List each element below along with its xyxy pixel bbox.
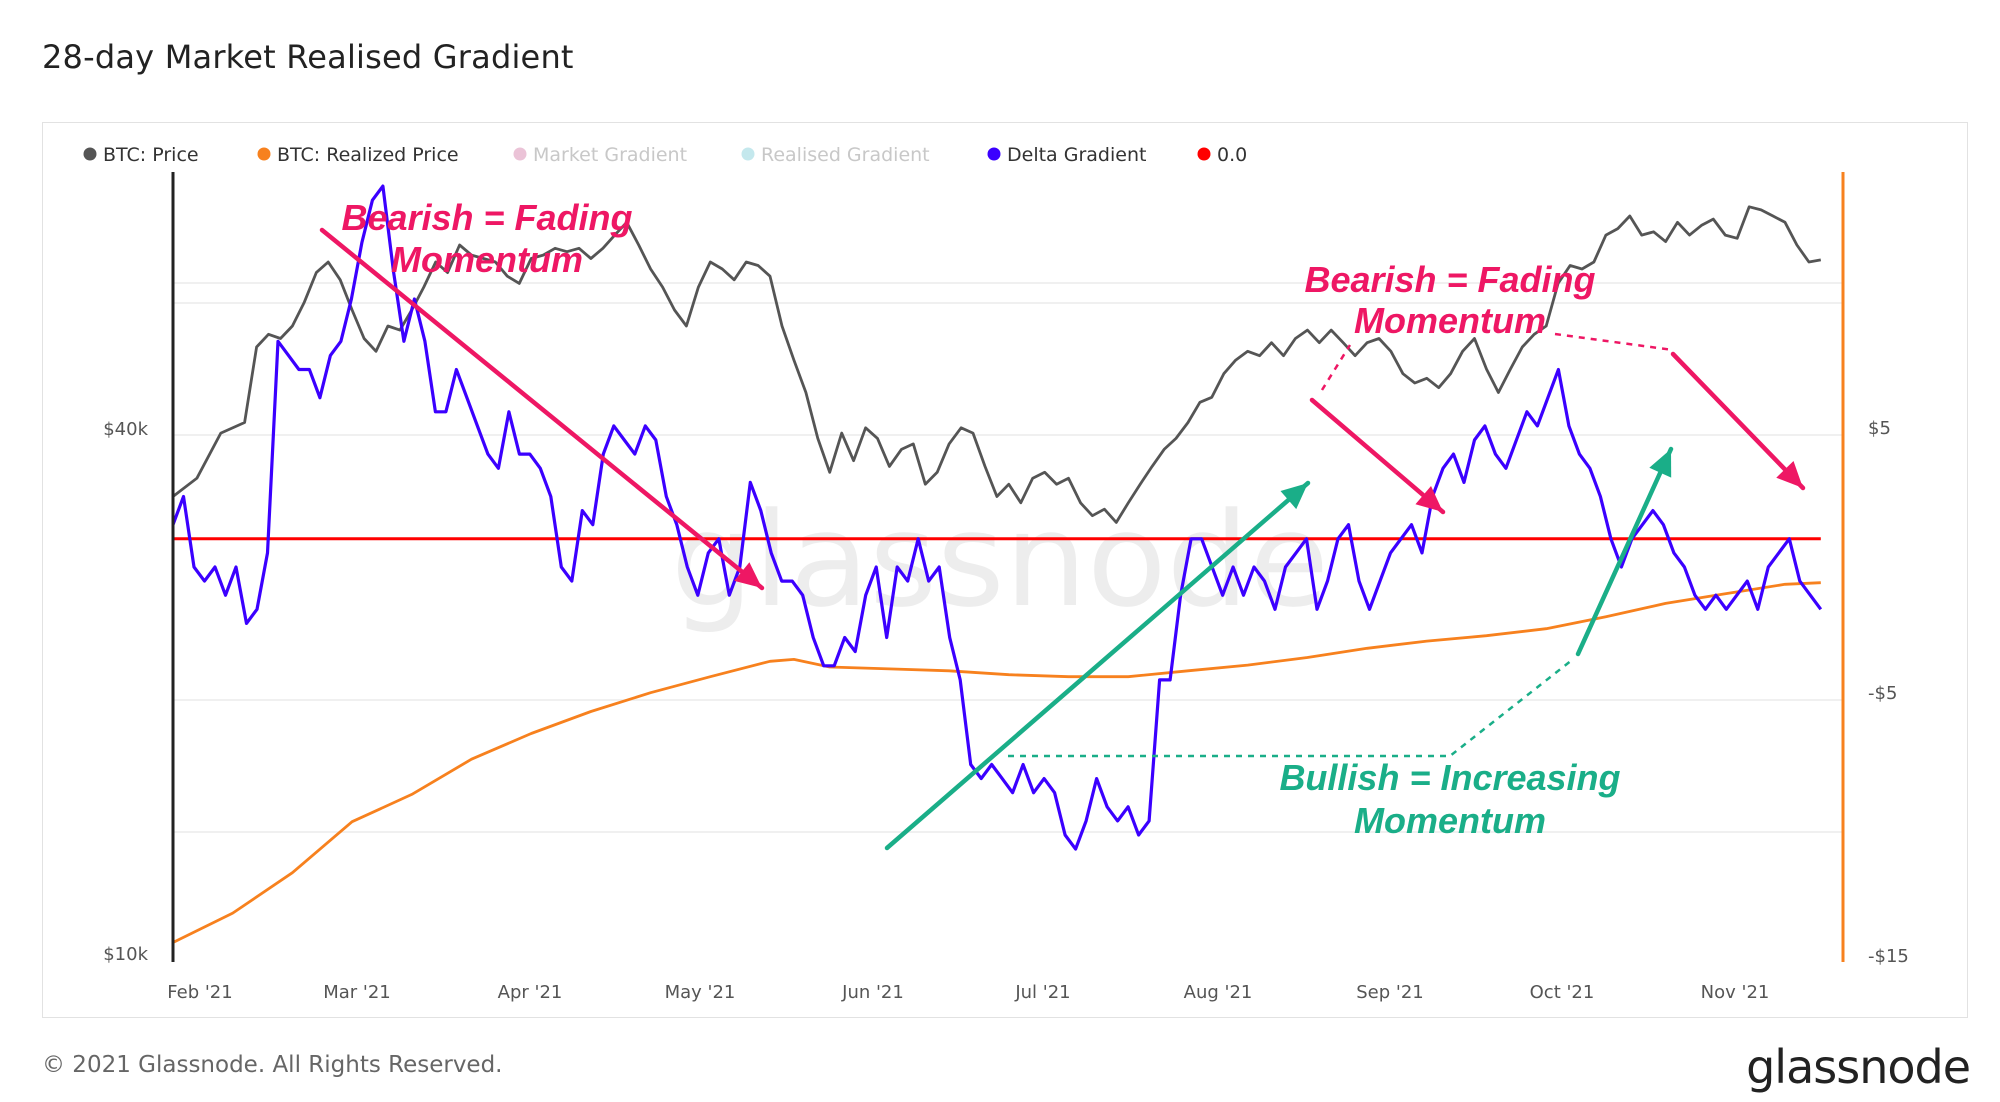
annotation-sublabel-1: Momentum [1354, 300, 1546, 341]
legend-label-4: Delta Gradient [1007, 144, 1146, 166]
y-left-tick-label-1: $10k [103, 944, 148, 965]
y-right-tick-label-1: -$5 [1868, 683, 1897, 704]
series-line-btc-realized-price [172, 581, 1821, 944]
legend-label-5: 0.0 [1217, 144, 1247, 166]
legend-marker-3 [741, 147, 755, 161]
x-tick-label-7: Sep '21 [1356, 982, 1424, 1003]
bearish-arrow-2 [1309, 397, 1446, 515]
annotation-label-1: Bearish = Fading [1304, 259, 1595, 300]
bearish-arrow-3-head [1776, 460, 1803, 488]
legend-marker-2 [513, 147, 527, 161]
series-line-delta-gradient [171, 184, 1823, 851]
bullish-arrow-1 [884, 480, 1311, 851]
legend-label-3: Realised Gradient [761, 144, 930, 166]
bearish-arrow-2-head [1415, 485, 1443, 512]
x-tick-label-5: Jul '21 [1014, 982, 1070, 1003]
chart-axes: Feb '21 Mar '21 Apr '21 May '21 Jun '21 Jul '… [103, 172, 1909, 1003]
x-tick-label-6: Aug '21 [1184, 982, 1253, 1003]
legend-marker-4 [987, 147, 1001, 161]
copyright: © 2021 Glassnode. All Rights Reserved. [42, 1052, 503, 1078]
legend-marker-0 [83, 147, 97, 161]
y-left-tick-label-0: $40k [103, 419, 148, 440]
legend-marker-5 [1197, 147, 1211, 161]
annotation-label-2: Bullish = Increasing [1279, 757, 1620, 798]
bearish-arrow-3 [1670, 351, 1806, 491]
bearish-dashed-connector-2 [1554, 332, 1674, 352]
series-line-btc-price [172, 205, 1822, 524]
x-tick-label-1: Mar '21 [323, 982, 391, 1003]
bullish-arrow-2-head [1649, 449, 1672, 478]
page-title: 28-day Market Realised Gradient [42, 38, 574, 76]
x-tick-label-9: Nov '21 [1701, 982, 1770, 1003]
x-tick-label-8: Oct '21 [1530, 982, 1595, 1003]
annotation-sublabel-2: Momentum [1354, 800, 1546, 841]
legend-label-0: BTC: Price [103, 144, 199, 166]
legend-label-2: Market Gradient [533, 144, 687, 166]
bullish-arrow-1-head [1280, 483, 1308, 510]
bullish-dashed-connector [1008, 659, 1573, 758]
legend-marker-1 [257, 147, 271, 161]
x-tick-label-4: Jun '21 [841, 982, 904, 1003]
chart-frame [42, 122, 1968, 1018]
bearish-arrow-1-head [734, 562, 762, 588]
chart-legend: BTC: Price BTC: Realized Price Market Grad… [83, 144, 1247, 166]
chart-grid [173, 282, 1843, 833]
watermark: glassnode [671, 484, 1329, 636]
legend-label-1: BTC: Realized Price [277, 144, 459, 166]
annotation-sublabel-0: Momentum [391, 239, 583, 280]
chart-series [171, 184, 1823, 944]
x-tick-label-0: Feb '21 [167, 982, 232, 1003]
bullish-arrow-2 [1575, 446, 1674, 657]
y-right-tick-label-2: -$15 [1868, 946, 1909, 967]
x-tick-label-3: May '21 [665, 982, 736, 1003]
y-right-tick-label-0: $5 [1868, 418, 1891, 439]
x-tick-label-2: Apr '21 [498, 982, 563, 1003]
bearish-dashed-connector-1 [1320, 344, 1352, 391]
brand-logo: glassnode [1746, 1040, 1971, 1094]
bearish-arrow-1 [319, 227, 765, 591]
annotation-label-0: Bearish = Fading [341, 197, 632, 238]
